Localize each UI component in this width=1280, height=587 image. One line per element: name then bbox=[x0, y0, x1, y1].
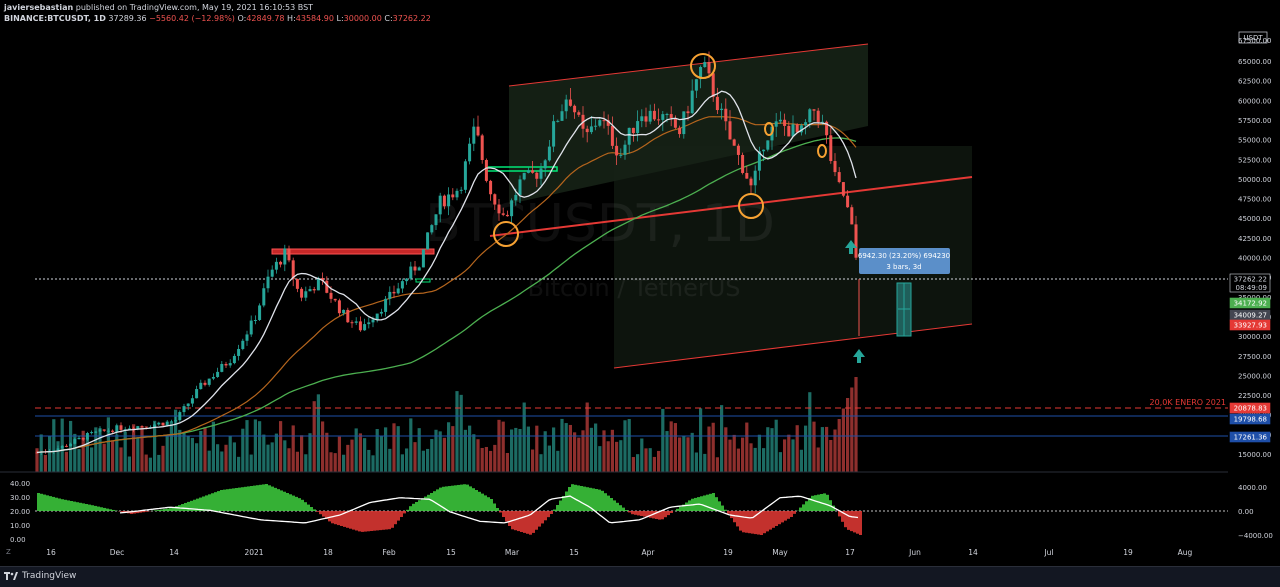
last-price: 37289.36 bbox=[108, 14, 146, 23]
open-value: 42849.78 bbox=[246, 14, 284, 23]
time-axis-label: 19 bbox=[1123, 548, 1133, 557]
price-tag-label: 34172.92 bbox=[1234, 300, 1267, 308]
time-axis-label: 17 bbox=[845, 548, 855, 557]
price-axis-label: 30000.00 bbox=[1238, 333, 1271, 341]
watermark-symbol: BTCUSDT, 1D bbox=[425, 194, 775, 254]
price-tag-sub: 08:49:09 bbox=[1236, 284, 1267, 292]
close-value: 37262.22 bbox=[393, 14, 431, 23]
footer-bar: TradingView bbox=[0, 566, 1280, 587]
watermark-name: Bitcoin / TetherUS bbox=[527, 274, 740, 302]
price-tag-label: 33927.93 bbox=[1234, 322, 1267, 330]
time-axis-label: Jun bbox=[908, 548, 921, 557]
price-tag-label: 34009.27 bbox=[1234, 312, 1267, 320]
symbol-label[interactable]: BINANCE:BTCUSDT, 1D bbox=[4, 14, 106, 23]
time-axis-label: 14 bbox=[169, 548, 179, 557]
time-axis-label: 2021 bbox=[244, 548, 263, 557]
time-axis-label: Mar bbox=[505, 548, 520, 557]
price-tag-label: 37262.22 bbox=[1234, 276, 1267, 284]
zoom-reset-icon[interactable]: Z bbox=[6, 548, 11, 556]
price-axis-label: 45000.00 bbox=[1238, 215, 1271, 223]
price-axis-label: 15000.00 bbox=[1238, 451, 1271, 459]
brand-name: TradingView bbox=[22, 571, 76, 581]
ohlc-line: BINANCE:BTCUSDT, 1D 37289.36 −5560.42 (−… bbox=[4, 14, 431, 23]
price-axis-label: 42500.00 bbox=[1238, 235, 1271, 243]
time-axis-label: May bbox=[772, 548, 788, 557]
open-label: O: bbox=[237, 14, 246, 23]
publish-line: javiersebastian published on TradingView… bbox=[4, 3, 313, 12]
time-axis-label: Feb bbox=[382, 548, 396, 557]
price-axis-label: 62500.00 bbox=[1238, 78, 1271, 86]
time-axis-label: 16 bbox=[46, 548, 56, 557]
price-axis-label: 52500.00 bbox=[1238, 156, 1271, 164]
price-tag-label: 20878.83 bbox=[1234, 405, 1267, 413]
time-axis-label: Apr bbox=[642, 548, 656, 557]
price-change: −5560.42 (−12.98%) bbox=[149, 14, 235, 23]
tradingview-logo[interactable]: TradingView bbox=[4, 571, 76, 581]
osc-left-label: 0.00 bbox=[10, 536, 26, 544]
osc-left-label: 30.00 bbox=[10, 494, 30, 502]
high-label: H: bbox=[287, 14, 296, 23]
osc-right-label: 0.00 bbox=[1238, 508, 1254, 516]
time-axis-label: Dec bbox=[110, 548, 125, 557]
published-text: published on TradingView.com, May 19, 20… bbox=[76, 3, 313, 12]
resistance-box[interactable] bbox=[272, 249, 434, 254]
price-tag-label: 17261.36 bbox=[1234, 434, 1268, 442]
price-axis-label: 40000.00 bbox=[1238, 255, 1271, 263]
price-axis-label: 22500.00 bbox=[1238, 392, 1271, 400]
time-axis-label: Aug bbox=[1178, 548, 1193, 557]
chart-header: javiersebastian published on TradingView… bbox=[0, 0, 1280, 26]
osc-left-label: 40.00 bbox=[10, 480, 30, 488]
osc-left-label: 10.00 bbox=[10, 522, 30, 530]
measure-line2: 3 bars, 3d bbox=[886, 263, 921, 271]
price-tag-label: 19798.68 bbox=[1234, 416, 1267, 424]
osc-right-label: −4000.00 bbox=[1238, 532, 1273, 540]
price-axis-label: 57500.00 bbox=[1238, 117, 1271, 125]
tradingview-icon bbox=[4, 571, 18, 581]
price-axis-label: 25000.00 bbox=[1238, 372, 1271, 380]
price-axis-label: 60000.00 bbox=[1238, 97, 1271, 105]
osc-right-label: 4000.00 bbox=[1238, 484, 1267, 492]
price-chart[interactable]: BTCUSDT, 1D Bitcoin / TetherUS 20,0K ENE… bbox=[0, 26, 1280, 566]
low-value: 30000.00 bbox=[344, 14, 382, 23]
measure-line1: 6942.30 (23.20%) 694230 bbox=[858, 252, 950, 260]
low-label: L: bbox=[336, 14, 343, 23]
price-axis-label: 65000.00 bbox=[1238, 58, 1271, 66]
time-axis-label: 15 bbox=[569, 548, 579, 557]
author-name[interactable]: javiersebastian bbox=[4, 3, 73, 12]
time-axis-label: Jul bbox=[1043, 548, 1053, 557]
high-value: 43584.90 bbox=[296, 14, 334, 23]
price-axis-label: 47500.00 bbox=[1238, 196, 1271, 204]
osc-left-label: 20.00 bbox=[10, 508, 30, 516]
price-top-label: 67500.00 bbox=[1238, 37, 1271, 45]
time-axis-label: 18 bbox=[323, 548, 333, 557]
time-axis-label: 19 bbox=[723, 548, 733, 557]
price-axis-label: 27500.00 bbox=[1238, 353, 1271, 361]
close-label: C: bbox=[384, 14, 392, 23]
price-axis-label: 50000.00 bbox=[1238, 176, 1271, 184]
price-axis-label: 55000.00 bbox=[1238, 137, 1271, 145]
time-axis-label: 14 bbox=[968, 548, 978, 557]
price-axis[interactable]: 65000.00 62500.00 60000.00 57500.00 55000.00… bbox=[1238, 58, 1271, 459]
annotation-20k: 20,0K ENERO 2021 bbox=[1150, 398, 1226, 407]
time-axis-label: 15 bbox=[446, 548, 456, 557]
